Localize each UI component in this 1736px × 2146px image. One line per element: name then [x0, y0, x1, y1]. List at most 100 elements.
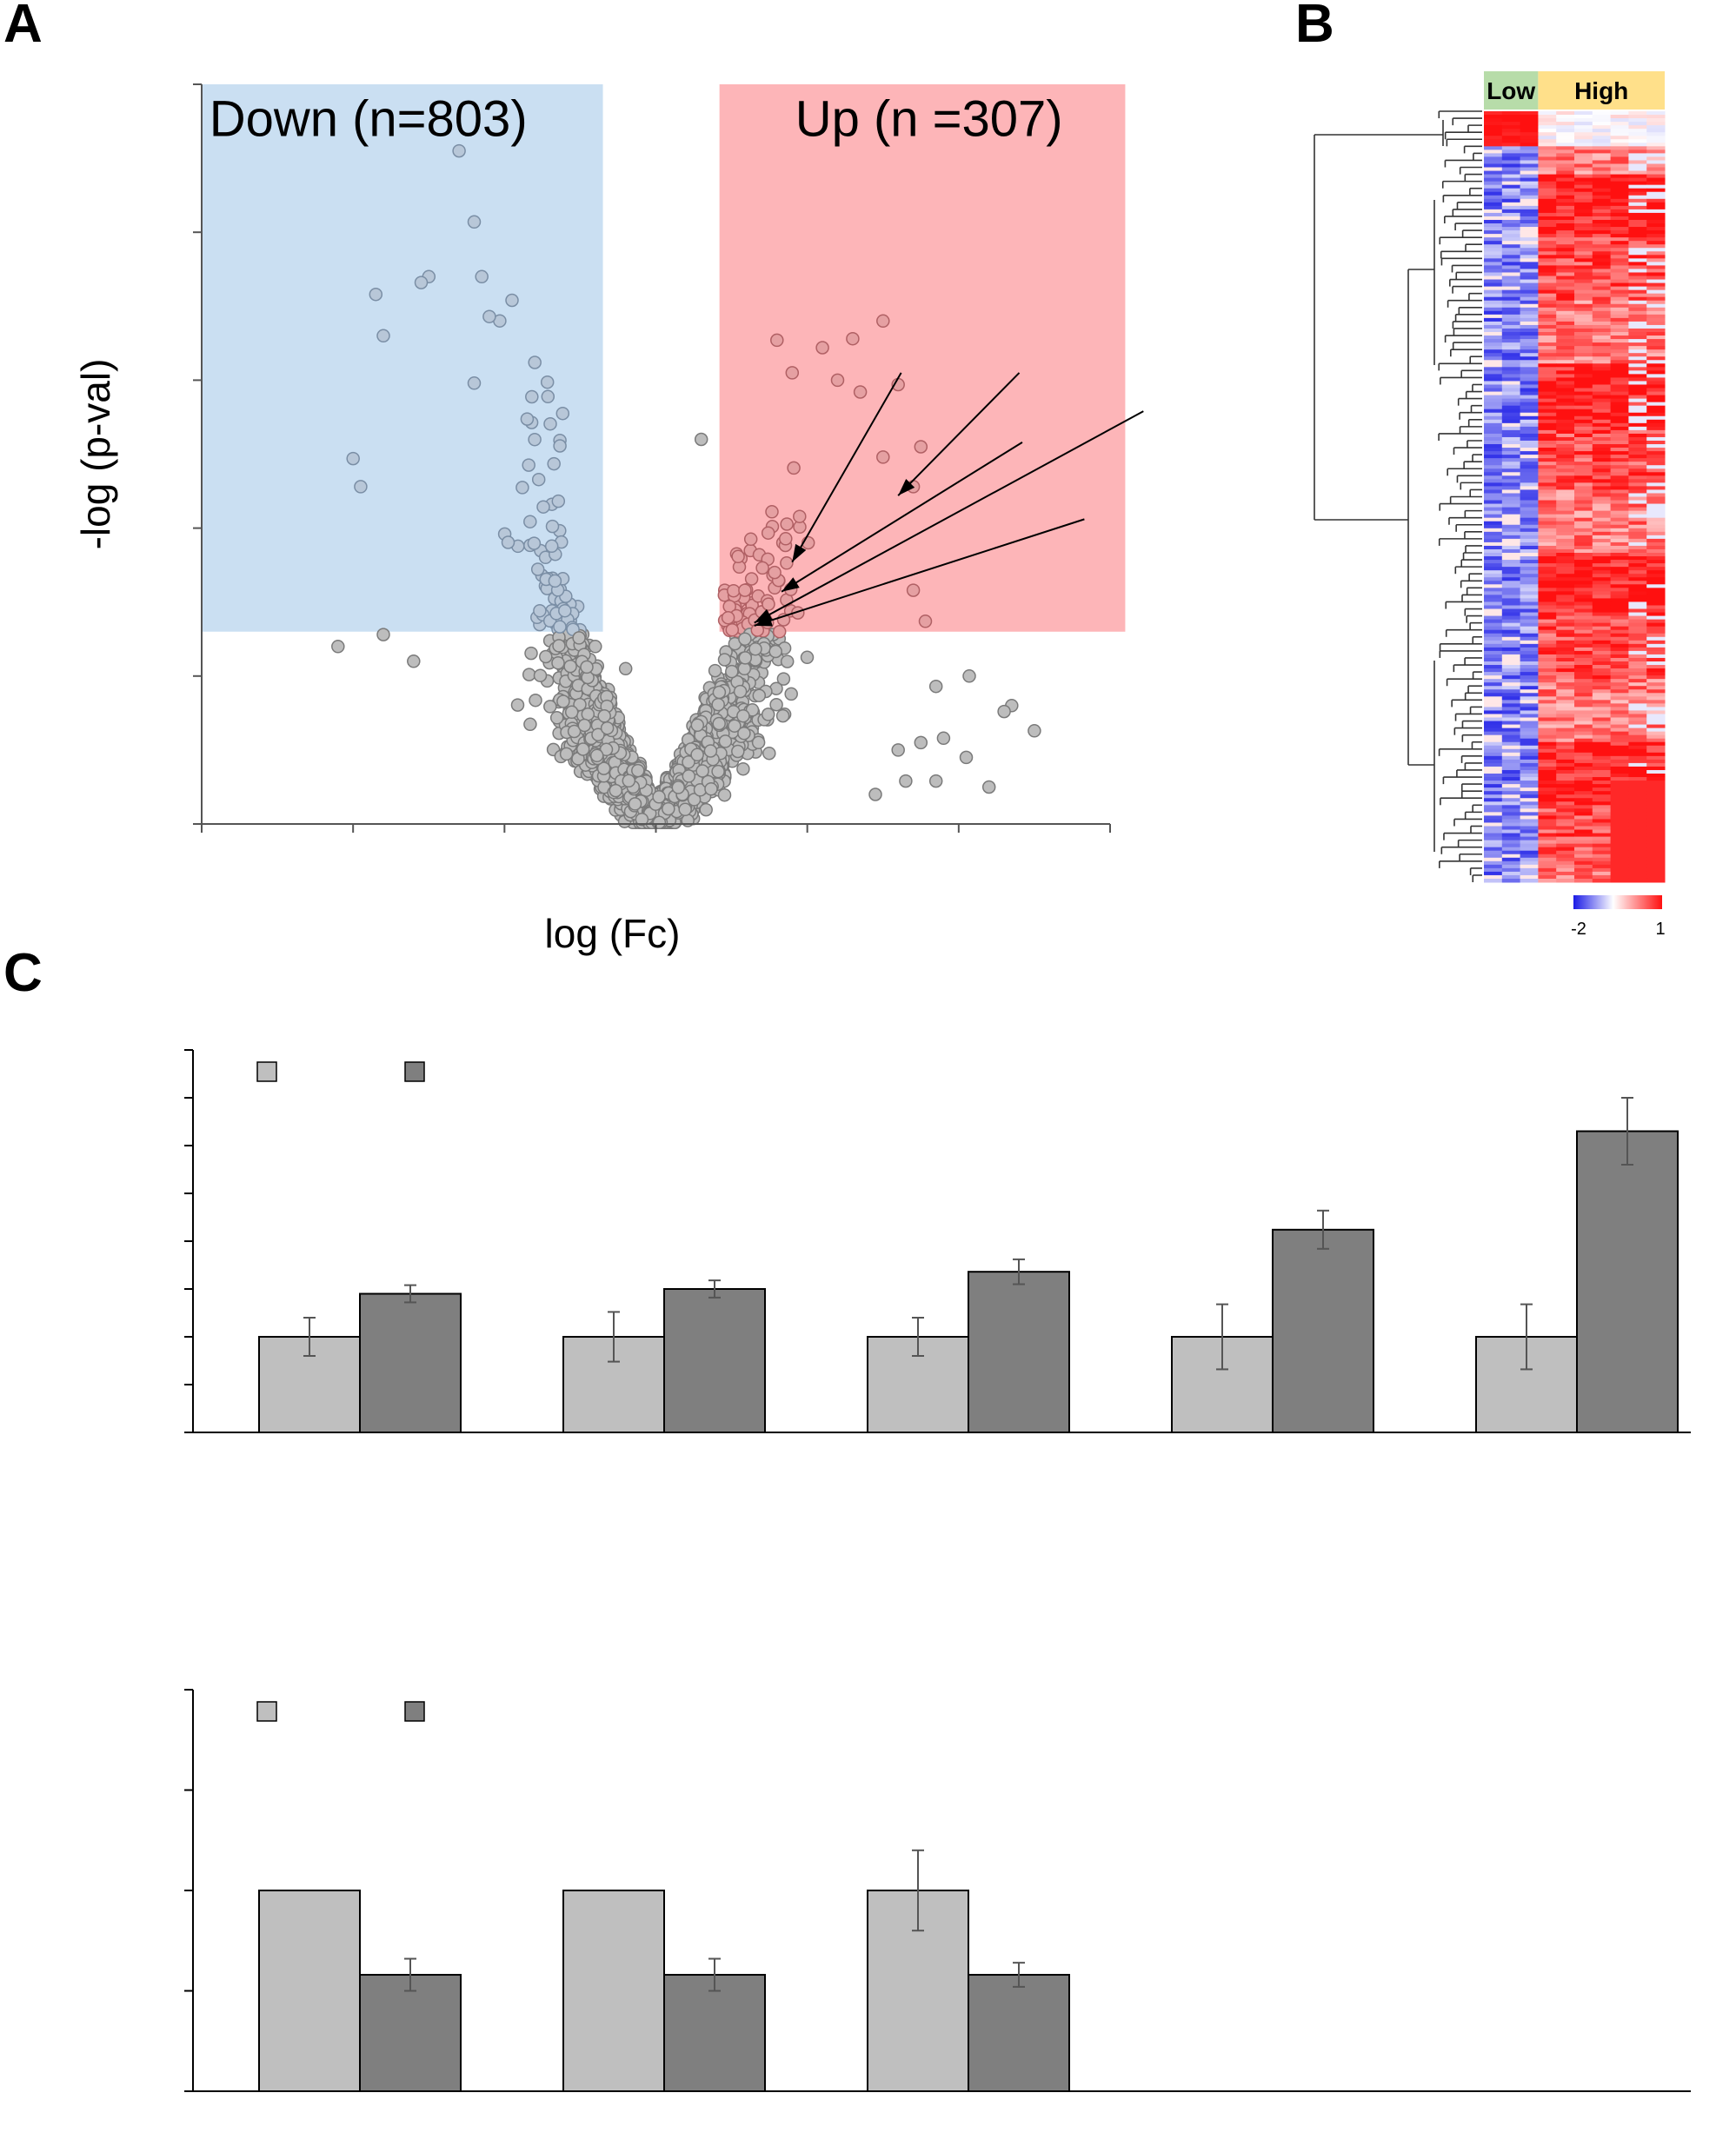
heatmap-cell	[1538, 458, 1557, 462]
heatmap-cell	[1592, 402, 1612, 407]
heatmap-cell	[1646, 581, 1666, 585]
volcano-plot: Down (n=803) Up (n =307) log (Fc) -log (…	[73, 83, 1144, 956]
heatmap-cell	[1520, 601, 1539, 606]
heatmap-cell	[1484, 734, 1503, 740]
heatmap-cell	[1574, 581, 1593, 585]
data-point	[928, 774, 943, 788]
heatmap-cell	[1592, 759, 1612, 764]
heatmap-cell	[1501, 570, 1521, 575]
heatmap-cell	[1501, 429, 1521, 435]
heatmap-cell	[1556, 668, 1575, 673]
heatmap-cell	[1556, 465, 1575, 469]
heatmap-cell	[1520, 455, 1539, 459]
heatmap-cell	[1520, 738, 1539, 743]
heatmap-cell	[1646, 588, 1666, 592]
heatmap-cell	[1646, 160, 1666, 164]
heatmap-cell	[1610, 272, 1629, 276]
data-point	[556, 694, 570, 708]
heatmap-cell	[1592, 560, 1612, 564]
heatmap-cell	[1484, 181, 1503, 186]
heatmap-cell	[1501, 475, 1521, 480]
heatmap-cell	[1574, 307, 1593, 312]
heatmap-cell	[1574, 248, 1593, 252]
heatmap-cell	[1574, 160, 1593, 164]
heatmap-cell	[1574, 741, 1593, 747]
heatmap-cell	[1610, 422, 1629, 428]
heatmap-cell	[1538, 346, 1557, 350]
heatmap-cell	[1646, 451, 1666, 455]
heatmap-cell	[1556, 661, 1575, 666]
heatmap-cell	[1628, 415, 1647, 421]
heatmap-cell	[1628, 545, 1647, 550]
heatmap-cell	[1556, 177, 1575, 183]
heatmap-cell	[1646, 139, 1666, 143]
heatmap-cell	[1501, 738, 1521, 743]
data-point	[551, 494, 566, 508]
heatmap-cell	[1574, 805, 1593, 809]
heatmap-cell	[1556, 223, 1575, 228]
heatmap-cell	[1592, 762, 1612, 767]
heatmap-cell	[1538, 808, 1557, 813]
heatmap-cell	[1592, 184, 1612, 189]
heatmap-cell	[1646, 640, 1666, 645]
heatmap-cell	[1610, 626, 1629, 631]
heatmap-cell	[1556, 808, 1575, 813]
heatmap-cell	[1520, 300, 1539, 305]
heatmap-cell	[1501, 724, 1521, 729]
heatmap-cell	[1574, 475, 1593, 480]
heatmap-cell	[1484, 801, 1503, 806]
heatmap-cell	[1538, 314, 1557, 319]
data-point	[414, 276, 429, 289]
heatmap-cell	[1610, 402, 1629, 407]
heatmap-cell	[1610, 160, 1629, 164]
heatmap-cell	[1501, 436, 1521, 442]
heatmap-cell	[1610, 468, 1629, 473]
heatmap-cell	[1628, 475, 1647, 480]
heatmap-cell	[1520, 212, 1539, 217]
heatmap-cell	[1556, 370, 1575, 375]
heatmap-cell	[1574, 212, 1593, 217]
heatmap-cell	[1501, 826, 1521, 831]
heatmap-cell	[1484, 524, 1503, 529]
heatmap-cell	[1501, 588, 1521, 592]
heatmap-cell	[1538, 524, 1557, 529]
heatmap-cell	[1538, 324, 1557, 329]
data-point	[711, 764, 725, 779]
heatmap-cell	[1628, 272, 1647, 276]
heatmap-cell	[1628, 829, 1647, 834]
heatmap-cell	[1574, 724, 1593, 729]
heatmap-cell	[1484, 819, 1503, 823]
heatmap-cell	[1501, 118, 1521, 123]
heatmap-cell	[1538, 317, 1557, 322]
heatmap-cell	[1538, 209, 1557, 214]
heatmap-cell	[1538, 115, 1557, 119]
heatmap-cell	[1501, 139, 1521, 143]
heatmap-cell	[1556, 310, 1575, 316]
heatmap-cell	[1520, 503, 1539, 508]
heatmap-cell	[1484, 808, 1503, 813]
heatmap-cell	[1556, 202, 1575, 207]
heatmap-cell	[1556, 241, 1575, 245]
heatmap-cell	[1520, 346, 1539, 350]
heatmap-cell	[1592, 258, 1612, 262]
heatmap-cell	[1646, 665, 1666, 669]
heatmap-cell	[1520, 661, 1539, 666]
heatmap-cell	[1592, 689, 1612, 694]
heatmap-cell	[1520, 622, 1539, 628]
heatmap-cell	[1520, 668, 1539, 673]
heatmap-cell	[1574, 129, 1593, 133]
heatmap-cell	[1484, 769, 1503, 774]
heatmap-cell	[1610, 276, 1629, 281]
heatmap-cell	[1574, 548, 1593, 554]
heatmap-cell	[1538, 570, 1557, 575]
heatmap-cell	[1501, 465, 1521, 469]
heatmap-cell	[1574, 216, 1593, 221]
heatmap-cell	[1556, 819, 1575, 823]
heatmap-cell	[1592, 163, 1612, 169]
heatmap-cell	[1628, 734, 1647, 740]
heatmap-cell	[1574, 570, 1593, 575]
heatmap-cell	[1628, 598, 1647, 602]
data-point	[597, 709, 611, 723]
heatmap-cell	[1538, 640, 1557, 645]
heatmap-cell	[1592, 608, 1612, 614]
